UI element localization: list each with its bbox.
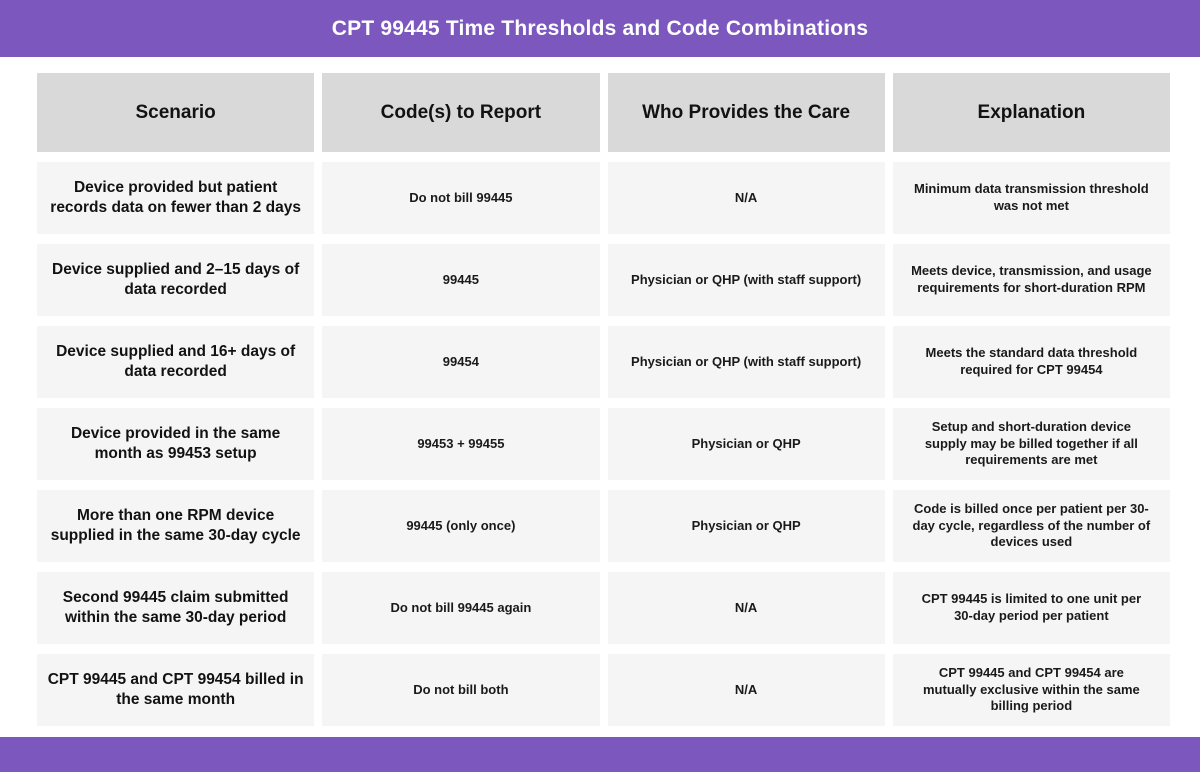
cell-who: N/A: [607, 572, 885, 644]
cell-scenario: Device provided but patient records data…: [37, 162, 315, 234]
cpt-threshold-table: Scenario Code(s) to Report Who Provides …: [37, 73, 1170, 726]
cell-scenario: Device provided in the same month as 994…: [37, 408, 315, 480]
cell-explanation: Setup and short-duration device supply m…: [892, 408, 1170, 480]
cell-who: N/A: [607, 654, 885, 726]
cell-scenario: Device supplied and 16+ days of data rec…: [37, 326, 315, 398]
cell-codes: Do not bill 99445: [322, 162, 600, 234]
cell-explanation: CPT 99445 and CPT 99454 are mutually exc…: [892, 654, 1170, 726]
cell-explanation: CPT 99445 is limited to one unit per 30-…: [892, 572, 1170, 644]
cell-codes: 99445 (only once): [322, 490, 600, 562]
cell-codes: 99445: [322, 244, 600, 316]
cell-explanation: Meets device, transmission, and usage re…: [892, 244, 1170, 316]
title-bar: CPT 99445 Time Thresholds and Code Combi…: [0, 0, 1200, 57]
column-header-explanation: Explanation: [892, 73, 1170, 152]
page-title: CPT 99445 Time Thresholds and Code Combi…: [331, 16, 869, 40]
footer-bar: [0, 737, 1200, 772]
cell-codes: Do not bill both: [322, 654, 600, 726]
cell-scenario: Device supplied and 2–15 days of data re…: [37, 244, 315, 316]
cell-codes: Do not bill 99445 again: [322, 572, 600, 644]
column-header-codes: Code(s) to Report: [322, 73, 600, 152]
cell-who: N/A: [607, 162, 885, 234]
cell-who: Physician or QHP: [607, 408, 885, 480]
cell-scenario: CPT 99445 and CPT 99454 billed in the sa…: [37, 654, 315, 726]
cell-codes: 99454: [322, 326, 600, 398]
cell-who: Physician or QHP (with staff support): [607, 244, 885, 316]
cell-explanation: Meets the standard data threshold requir…: [892, 326, 1170, 398]
column-header-who: Who Provides the Care: [607, 73, 885, 152]
cell-explanation: Minimum data transmission threshold was …: [892, 162, 1170, 234]
cell-explanation: Code is billed once per patient per 30-d…: [892, 490, 1170, 562]
cell-scenario: Second 99445 claim submitted within the …: [37, 572, 315, 644]
cell-codes: 99453 + 99455: [322, 408, 600, 480]
cell-who: Physician or QHP: [607, 490, 885, 562]
cell-who: Physician or QHP (with staff support): [607, 326, 885, 398]
column-header-scenario: Scenario: [37, 73, 315, 152]
cell-scenario: More than one RPM device supplied in the…: [37, 490, 315, 562]
